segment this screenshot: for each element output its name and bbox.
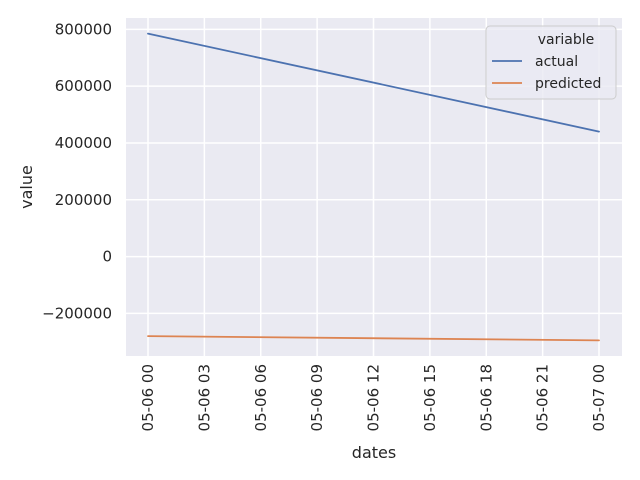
x-tick-label: 05-06 00 (139, 364, 157, 431)
y-tick-label: 0 (102, 248, 112, 266)
legend-label-predicted: predicted (535, 76, 601, 92)
x-tick-label: 05-06 15 (421, 364, 439, 431)
x-axis-title: dates (352, 443, 396, 462)
series-line-actual (147, 32, 600, 133)
x-tick-label: 05-06 03 (195, 364, 213, 431)
x-tick-label: 05-07 00 (590, 364, 608, 431)
legend-items: actual predicted (492, 54, 601, 92)
y-tick-label: −200000 (42, 304, 112, 322)
x-tick-label: 05-06 18 (477, 364, 495, 431)
y-tick-label: 800000 (55, 20, 112, 38)
legend-title: variable (538, 32, 594, 48)
x-tick-label: 05-06 09 (308, 364, 326, 431)
legend-box (485, 25, 617, 100)
x-tick-label: 05-06 21 (534, 364, 552, 431)
legend: variable actual predicted (485, 25, 617, 100)
y-tick-label: 600000 (55, 77, 112, 95)
y-axis-title: value (17, 165, 36, 209)
y-tick-labels: −200000 0 200000 400000 600000 800000 (42, 20, 112, 322)
x-tick-label: 05-06 12 (365, 364, 383, 431)
x-tick-labels: 05-06 00 05-06 03 05-06 06 05-06 09 05-06 12… (139, 364, 608, 431)
y-tick-label: 400000 (55, 134, 112, 152)
legend-label-actual: actual (535, 54, 578, 70)
y-tick-label: 200000 (55, 191, 112, 209)
series-line-predicted (147, 335, 600, 342)
x-tick-label: 05-06 06 (252, 364, 270, 431)
series-layer (147, 32, 600, 342)
